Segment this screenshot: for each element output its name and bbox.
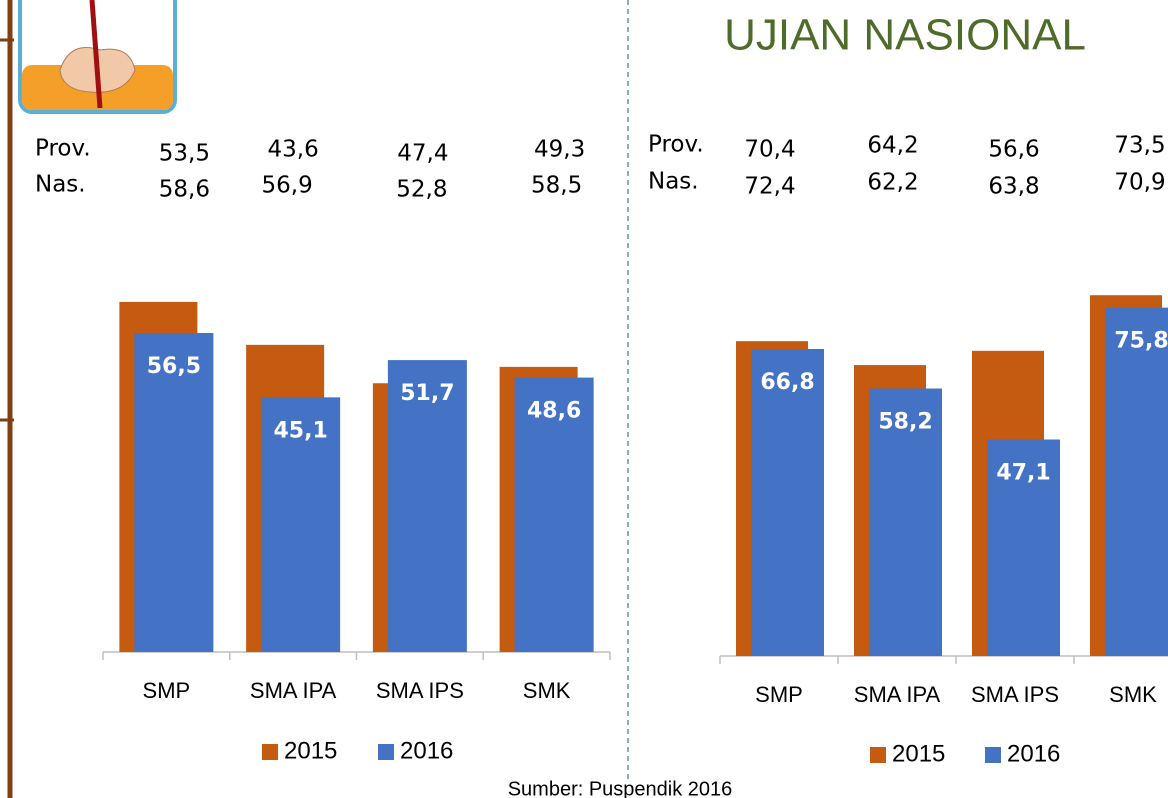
writing-icon: [18, 0, 177, 114]
bar: [987, 439, 1060, 656]
stat-value: 70,9: [1114, 170, 1165, 196]
stat-value: 56,6: [988, 137, 1039, 163]
stat-value: 64,2: [867, 133, 918, 159]
stat-value: 58,5: [531, 173, 582, 199]
legend-swatch: [378, 744, 394, 760]
stat-value: 63,8: [988, 174, 1039, 200]
stat-label: Nas.: [35, 172, 86, 198]
stat-value: 43,6: [268, 137, 319, 163]
stat-value: 73,5: [1114, 133, 1165, 159]
stat-value: 52,8: [396, 177, 447, 203]
title: UJIAN NASIONAL: [724, 11, 1086, 60]
data-label: 45,1: [273, 418, 327, 443]
data-label: 47,1: [996, 461, 1050, 486]
legend-label: 2015: [284, 737, 337, 764]
x-tick-label: SMP: [143, 678, 191, 703]
source: Sumber: Puspendik 2016: [508, 778, 733, 798]
x-tick-label: SMA IPS: [376, 678, 464, 703]
stat-value: 47,4: [397, 141, 448, 167]
bar: [1105, 307, 1168, 656]
stat-value: 70,4: [744, 137, 795, 163]
bar: [261, 397, 341, 652]
stat-value: 56,9: [262, 173, 313, 199]
x-tick-label: SMA IPS: [971, 682, 1059, 707]
x-tick-label: SMA IPA: [250, 678, 337, 703]
bar: [134, 333, 214, 652]
legend-swatch: [262, 744, 278, 760]
stat-value: 72,4: [744, 174, 795, 200]
bar: [751, 348, 824, 656]
legend-label: 2016: [400, 737, 453, 764]
x-tick-label: SMP: [755, 682, 803, 707]
data-label: 51,7: [400, 381, 454, 406]
stat-label: Prov.: [648, 132, 704, 158]
bar: [514, 377, 594, 652]
bar: [869, 388, 942, 656]
data-label: 56,5: [147, 354, 201, 379]
stat-value: 62,2: [867, 170, 918, 196]
legend-swatch: [870, 747, 886, 763]
data-label: 66,8: [760, 370, 814, 395]
legend-label: 2015: [892, 740, 945, 767]
bar: [387, 360, 467, 652]
stat-label: Nas.: [648, 169, 699, 195]
legend-swatch: [985, 747, 1001, 763]
legend-label: 2016: [1007, 740, 1060, 767]
data-label: 58,2: [878, 410, 932, 435]
stat-value: 58,6: [159, 177, 210, 203]
x-tick-label: SMA IPA: [854, 682, 941, 707]
stat-label: Prov.: [35, 136, 91, 162]
data-label: 75,8: [1114, 329, 1168, 354]
stat-value: 53,5: [159, 141, 210, 167]
data-label: 48,6: [527, 399, 581, 424]
x-tick-label: SMK: [523, 678, 571, 703]
stat-value: 49,3: [534, 137, 585, 163]
x-tick-label: SMK: [1109, 682, 1157, 707]
